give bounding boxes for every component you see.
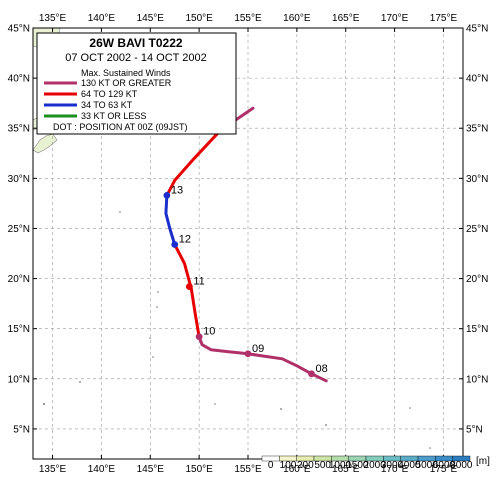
legend-heading: Max. Sustained Winds	[81, 68, 171, 78]
colorbar-label: 2000	[364, 460, 387, 471]
colorbar-label: 8000	[450, 460, 473, 471]
lat-label-left: 40°N	[8, 74, 30, 85]
lat-label-right: 35°N	[466, 124, 488, 135]
island	[280, 408, 282, 410]
legend-label-cat-3: 64 TO 129 KT	[81, 89, 138, 99]
lon-label-top: 160°E	[283, 13, 311, 24]
position-dot	[171, 241, 179, 248]
colorbar-swatch	[452, 455, 471, 462]
colorbar-label: 1500	[346, 460, 369, 471]
island	[119, 211, 121, 213]
position-dot	[244, 350, 252, 358]
legend-label-cat-4: 130 KT OR GREATER	[81, 78, 172, 88]
island	[156, 306, 158, 308]
lon-label-top: 175°E	[430, 13, 458, 24]
lat-label-right: 20°N	[466, 274, 488, 285]
lon-label-bottom: 155°E	[234, 464, 262, 475]
japan-landmass	[32, 133, 58, 154]
lon-label-top: 165°E	[332, 13, 360, 24]
lon-label-top: 155°E	[234, 13, 262, 24]
daily-position-dots: 08 09 10 11 12 13	[163, 184, 328, 378]
legend-label-cat-1: 33 KT OR LESS	[81, 111, 146, 121]
lat-label-left: 45°N	[8, 24, 30, 35]
position-label: 12	[179, 234, 191, 246]
lat-label-right: 5°N	[466, 424, 483, 435]
island	[409, 407, 411, 409]
lat-label-left: 25°N	[8, 224, 30, 235]
legend-note: DOT : POSITION AT 00Z (09JST)	[53, 122, 188, 132]
island	[149, 337, 151, 339]
position-label: 13	[171, 184, 183, 196]
storm-title: 26W BAVI T0222	[89, 36, 182, 50]
lat-label-right: 25°N	[466, 224, 488, 235]
lat-label-left: 15°N	[8, 324, 30, 335]
island	[214, 403, 216, 405]
colorbar-label: 6000	[433, 460, 456, 471]
lon-label-top: 135°E	[39, 13, 67, 24]
island	[325, 424, 327, 426]
position-label: 09	[252, 343, 264, 355]
lat-label-left: 30°N	[8, 174, 30, 185]
lon-label-bottom: 165°E	[332, 464, 360, 475]
island	[152, 356, 154, 358]
lon-label-bottom: 160°E	[283, 464, 311, 475]
lat-label-left: 35°N	[8, 124, 30, 135]
lat-label-left: 5°N	[13, 424, 30, 435]
axis-ticks: 135°E 135°E 140°E 140°E 145°E 145°E 150°E 150°E…	[8, 13, 489, 475]
lat-label-right: 30°N	[466, 174, 488, 185]
island	[43, 403, 45, 405]
colorbar-label: 1000	[329, 460, 352, 471]
lat-label-right: 15°N	[466, 324, 488, 335]
lon-label-top: 170°E	[381, 13, 409, 24]
lon-label-top: 150°E	[185, 13, 213, 24]
position-dot	[308, 370, 315, 378]
colorbar-label: 5000	[416, 460, 439, 471]
position-label: 11	[193, 276, 204, 288]
lat-label-left: 10°N	[8, 374, 30, 385]
track-segment	[165, 128, 223, 197]
position-label: 08	[316, 363, 328, 375]
position-label: 10	[203, 326, 215, 338]
island	[157, 291, 159, 293]
lat-label-right: 10°N	[466, 374, 488, 385]
lat-label-left: 20°N	[8, 274, 30, 285]
elevation-colorbar: 0 100 200 500100015002000300040005000600080…	[261, 455, 473, 471]
lon-label-top: 140°E	[88, 13, 116, 24]
lat-label-right: 40°N	[466, 74, 488, 85]
position-dot	[195, 333, 203, 341]
colorbar-label: 4000	[398, 460, 421, 471]
island	[79, 381, 81, 383]
position-dot	[163, 191, 171, 199]
track-segment	[164, 193, 177, 246]
lon-label-bottom: 150°E	[185, 464, 213, 475]
island	[429, 447, 431, 449]
position-dot	[185, 283, 193, 290]
lon-label-bottom: 145°E	[137, 464, 165, 475]
lon-label-top: 145°E	[137, 13, 165, 24]
legend: 26W BAVI T0222 07 OCT 2002 - 14 OCT 2002…	[36, 32, 237, 135]
colorbar-label: 0	[268, 460, 274, 471]
lon-label-bottom: 140°E	[88, 464, 116, 475]
lon-label-bottom: 170°E	[381, 464, 409, 475]
lon-label-bottom: 135°E	[39, 464, 67, 475]
lat-label-right: 45°N	[466, 24, 488, 35]
colorbar-label: 3000	[381, 460, 404, 471]
colorbar-label: 100	[280, 460, 297, 471]
colorbar-label: 200	[297, 460, 314, 471]
lon-label-bottom: 175°E	[430, 464, 458, 475]
colorbar-unit: [m]	[476, 456, 490, 467]
legend-label-cat-2: 34 TO 63 KT	[81, 100, 133, 110]
colorbar-label: 500	[314, 460, 331, 471]
storm-period: 07 OCT 2002 - 14 OCT 2002	[65, 52, 206, 64]
